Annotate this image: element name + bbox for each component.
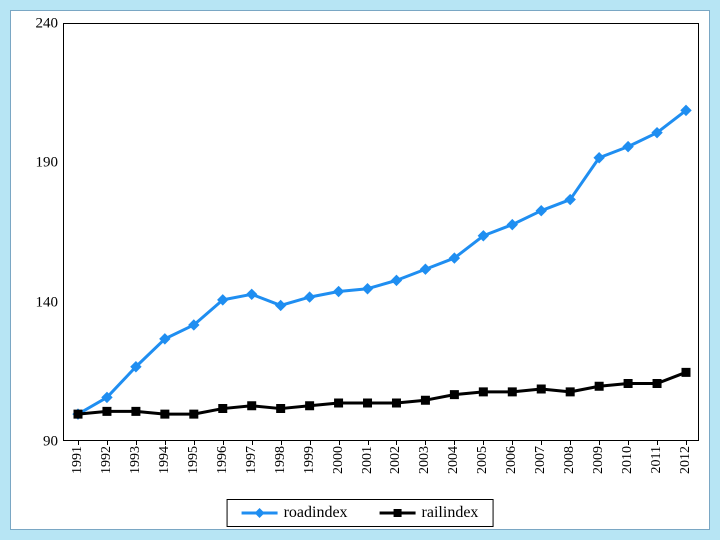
x-axis-tick-label: 1991 <box>70 446 86 474</box>
series-marker-railindex <box>364 399 372 407</box>
series-marker-railindex <box>306 402 314 410</box>
x-axis-tick-label: 2004 <box>446 446 462 474</box>
legend-swatch <box>380 506 416 520</box>
series-marker-roadindex <box>334 287 344 297</box>
x-axis-tick-mark <box>425 440 426 445</box>
series-marker-railindex <box>219 405 227 413</box>
legend-swatch <box>242 506 278 520</box>
series-marker-roadindex <box>623 142 633 152</box>
x-axis-tick-label: 1996 <box>215 446 231 474</box>
x-axis-tick-label: 2003 <box>417 446 433 474</box>
x-axis-tick-mark <box>657 440 658 445</box>
x-axis-tick-label: 2002 <box>388 446 404 474</box>
x-axis-tick-mark <box>483 440 484 445</box>
x-axis-tick-mark <box>107 440 108 445</box>
x-axis-tick-mark <box>223 440 224 445</box>
x-axis-tick-mark <box>368 440 369 445</box>
series-marker-railindex <box>103 407 111 415</box>
x-axis-tick-mark <box>194 440 195 445</box>
series-marker-railindex <box>421 396 429 404</box>
x-axis-tick-mark <box>454 440 455 445</box>
x-axis-tick-label: 2009 <box>591 446 607 474</box>
x-axis-tick-label: 1994 <box>157 446 173 474</box>
series-svg <box>64 24 698 440</box>
series-marker-railindex <box>450 391 458 399</box>
y-axis-tick-label: 240 <box>36 16 59 33</box>
series-line-railindex <box>78 372 686 414</box>
legend-item-railindex: railindex <box>380 504 479 522</box>
x-axis-tick-label: 2000 <box>331 446 347 474</box>
series-marker-roadindex <box>363 284 373 294</box>
x-axis-tick-label: 2008 <box>562 446 578 474</box>
series-marker-roadindex <box>305 292 315 302</box>
series-marker-railindex <box>508 388 516 396</box>
diamond-marker-icon <box>254 507 266 519</box>
series-line-roadindex <box>78 110 686 414</box>
x-axis-tick-mark <box>310 440 311 445</box>
y-axis-tick-label: 190 <box>36 155 59 172</box>
x-axis-tick-label: 1997 <box>244 446 260 474</box>
plot-area: 9014019024019911992199319941995199619971… <box>63 23 699 441</box>
series-marker-railindex <box>653 379 661 387</box>
series-marker-railindex <box>624 379 632 387</box>
series-marker-railindex <box>392 399 400 407</box>
x-axis-tick-mark <box>628 440 629 445</box>
legend-item-roadindex: roadindex <box>242 504 348 522</box>
series-marker-railindex <box>537 385 545 393</box>
x-axis-tick-mark <box>512 440 513 445</box>
series-marker-railindex <box>335 399 343 407</box>
x-axis-tick-label: 2005 <box>475 446 491 474</box>
series-marker-roadindex <box>391 275 401 285</box>
x-axis-tick-mark <box>541 440 542 445</box>
series-marker-roadindex <box>507 220 517 230</box>
legend-label: roadindex <box>284 504 348 522</box>
series-marker-roadindex <box>536 206 546 216</box>
x-axis-tick-label: 1995 <box>186 446 202 474</box>
x-axis-tick-mark <box>396 440 397 445</box>
x-axis-tick-label: 2012 <box>678 446 694 474</box>
x-axis-tick-label: 2011 <box>649 446 665 473</box>
x-axis-tick-mark <box>252 440 253 445</box>
y-axis-tick-label: 140 <box>36 294 59 311</box>
x-axis-tick-mark <box>599 440 600 445</box>
series-marker-railindex <box>277 405 285 413</box>
series-marker-railindex <box>479 388 487 396</box>
x-axis-tick-label: 1999 <box>302 446 318 474</box>
chart-panel: 90 140 190 240 1991 1992 1993 1994 1995 1996 1997 1… <box>10 10 710 530</box>
series-marker-railindex <box>682 368 690 376</box>
series-marker-railindex <box>248 402 256 410</box>
legend-label: railindex <box>422 504 479 522</box>
series-marker-roadindex <box>420 264 430 274</box>
series-marker-roadindex <box>247 289 257 299</box>
series-marker-railindex <box>190 410 198 418</box>
x-axis-tick-mark <box>136 440 137 445</box>
x-axis-tick-mark <box>165 440 166 445</box>
series-marker-railindex <box>566 388 574 396</box>
series-marker-railindex <box>74 410 82 418</box>
x-axis-tick-label: 2007 <box>533 446 549 474</box>
series-marker-railindex <box>595 382 603 390</box>
chart-legend: roadindex railindex <box>227 499 494 527</box>
x-axis-tick-label: 1992 <box>99 446 115 474</box>
x-axis-tick-label: 1998 <box>273 446 289 474</box>
series-marker-railindex <box>132 407 140 415</box>
x-axis-tick-label: 1993 <box>128 446 144 474</box>
series-marker-railindex <box>161 410 169 418</box>
x-axis-tick-mark <box>339 440 340 445</box>
x-axis-tick-mark <box>281 440 282 445</box>
x-axis-tick-label: 2006 <box>504 446 520 474</box>
x-axis-tick-label: 2001 <box>360 446 376 474</box>
x-axis-tick-mark <box>570 440 571 445</box>
square-marker-icon <box>393 508 403 518</box>
x-axis-tick-mark <box>686 440 687 445</box>
series-marker-roadindex <box>276 300 286 310</box>
y-axis-tick-label: 90 <box>43 434 58 451</box>
x-axis-tick-label: 2010 <box>620 446 636 474</box>
x-axis-tick-mark <box>78 440 79 445</box>
